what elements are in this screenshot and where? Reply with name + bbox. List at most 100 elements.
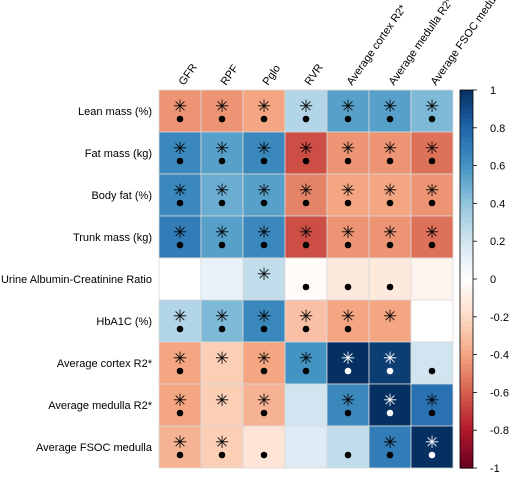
significance-star: ✳	[425, 181, 439, 201]
significance-dot	[302, 283, 310, 291]
colorbar-segment	[460, 189, 473, 195]
heatmap-cell	[368, 341, 412, 385]
significance-star: ✳	[341, 349, 355, 369]
significance-dot	[176, 199, 184, 207]
significance-star: ✳	[299, 307, 313, 327]
colorbar-segment	[460, 463, 473, 469]
significance-star: ✳	[257, 223, 271, 243]
significance-dot	[428, 115, 436, 123]
colorbar-segment	[460, 212, 473, 219]
column-labels: GFR RPF Pglo RVR Average cortex R2*Average m…	[177, 0, 506, 88]
colorbar-segment	[460, 340, 473, 346]
significance-dot	[176, 325, 184, 333]
colorbar-tick-label: -0.2	[490, 312, 509, 324]
significance-dot	[260, 367, 268, 375]
significance-dot	[218, 115, 226, 123]
colorbar-tick-label: 1	[490, 85, 496, 97]
significance-star: ✳	[257, 139, 271, 159]
heatmap-cell	[410, 383, 454, 427]
colorbar-segment	[460, 269, 473, 275]
heatmap-cell	[200, 299, 244, 343]
heatmap-cell	[158, 257, 202, 301]
row-label: Body fat (%)	[91, 190, 152, 202]
row-label: Average FSOC medulla	[36, 442, 153, 454]
heatmap-cell	[158, 425, 202, 469]
significance-star: ✳	[425, 223, 439, 243]
significance-dot	[218, 157, 226, 165]
significance-dot	[302, 199, 310, 207]
significance-dot	[260, 325, 268, 333]
significance-star: ✳	[173, 139, 187, 159]
significance-star: ✳	[257, 307, 271, 327]
heatmap-cell	[368, 425, 412, 469]
colorbar-tick-label: -0.4	[490, 350, 509, 362]
colorbar-segment	[460, 170, 473, 176]
colorbar-segment	[460, 288, 473, 294]
significance-dot	[344, 451, 352, 459]
row-label: Urine Albumin-Creatinine Ratio	[1, 274, 152, 286]
significance-star: ✳	[383, 223, 397, 243]
significance-dot	[386, 367, 394, 375]
significance-dot	[176, 241, 184, 249]
significance-dot	[428, 367, 436, 375]
significance-star: ✳	[299, 139, 313, 159]
colorbar-segment	[460, 406, 473, 412]
heatmap-cell	[200, 89, 244, 133]
colorbar-segment	[460, 349, 473, 356]
heatmap-cells	[158, 89, 454, 469]
colorbar-segment	[460, 373, 473, 379]
colorbar-segment	[460, 208, 473, 214]
colorbar-segment	[460, 250, 473, 256]
heatmap-cell	[410, 341, 454, 385]
significance-dot	[260, 409, 268, 417]
heatmap-cell	[326, 299, 370, 343]
colorbar-tick-label: -0.6	[490, 387, 509, 399]
colorbar-segment	[460, 368, 473, 375]
significance-dot	[428, 157, 436, 165]
heatmap-cell	[284, 425, 328, 469]
heatmap-cell	[284, 215, 328, 259]
significance-dot	[344, 241, 352, 249]
heatmap-cell	[284, 257, 328, 301]
significance-star: ✳	[383, 391, 397, 411]
heatmap-cell	[326, 425, 370, 469]
colorbar-segment	[460, 165, 473, 171]
colorbar-segment	[460, 151, 473, 157]
colorbar-segment	[460, 316, 473, 323]
colorbar-segment	[460, 227, 473, 233]
row-label: Fat mass (kg)	[85, 148, 152, 160]
heatmap-cell	[368, 383, 412, 427]
heatmap-cell	[326, 383, 370, 427]
row-labels: Lean mass (%) Fat mass (kg) Body fat (%) Tr…	[1, 106, 153, 454]
heatmap-cell	[368, 89, 412, 133]
colorbar-segment	[460, 137, 473, 143]
heatmap-cell	[284, 383, 328, 427]
heatmap-cell	[242, 341, 286, 385]
colorbar-segment	[460, 146, 473, 153]
significance-dot	[428, 409, 436, 417]
colorbar-segment	[460, 321, 473, 327]
colorbar-segment	[460, 449, 473, 455]
significance-dot	[386, 157, 394, 165]
significance-dot	[386, 451, 394, 459]
significance-star: ✳	[383, 307, 397, 327]
colorbar-segment	[460, 99, 473, 105]
colorbar-segment	[460, 444, 473, 450]
significance-dot	[218, 199, 226, 207]
significance-star: ✳	[425, 433, 439, 453]
heatmap-cell	[368, 215, 412, 259]
heatmap-cell	[242, 173, 286, 217]
colorbar-segment	[460, 279, 473, 285]
column-label: RVR	[303, 62, 326, 88]
row-label: Trunk mass (kg)	[73, 232, 152, 244]
colorbar-segment	[460, 359, 473, 365]
significance-dot	[344, 367, 352, 375]
row-label: Lean mass (%)	[78, 106, 152, 118]
colorbar-segment	[460, 160, 473, 167]
significance-dot	[176, 157, 184, 165]
significance-star: ✳	[257, 391, 271, 411]
significance-star: ✳	[257, 265, 271, 285]
colorbar-segment	[460, 283, 473, 290]
significance-dot	[260, 115, 268, 123]
